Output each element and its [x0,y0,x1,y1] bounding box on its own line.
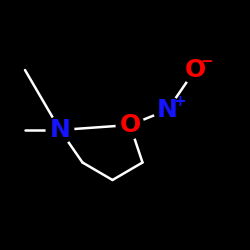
Text: N: N [50,118,70,142]
Circle shape [181,56,209,84]
Text: +: + [173,94,186,109]
Circle shape [46,116,74,144]
Text: O: O [184,58,206,82]
Circle shape [116,111,144,139]
Text: N: N [157,98,178,122]
Text: −: − [201,54,213,69]
Circle shape [154,96,181,124]
Text: O: O [120,113,141,137]
